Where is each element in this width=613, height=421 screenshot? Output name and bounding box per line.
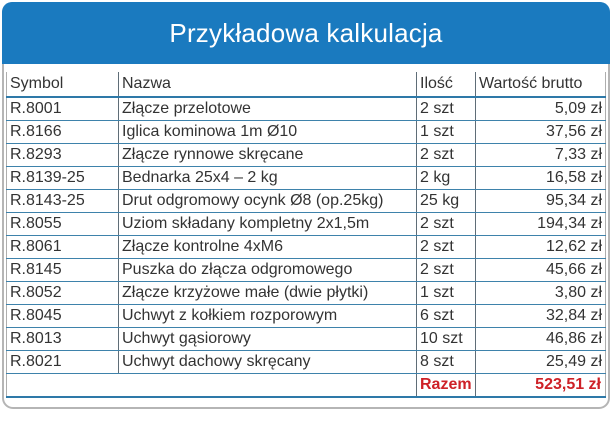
ilosc-cell: 1 szt	[416, 120, 476, 144]
wartosc-cell: 194,34 zł	[475, 212, 606, 236]
nazwa-cell: Złącze krzyżowe małe (dwie płytki)	[118, 281, 417, 305]
symbol-cell: R.8166	[6, 120, 119, 144]
ilosc-cell: 6 szt	[416, 304, 476, 328]
table-row: R.8052 Złącze krzyżowe małe (dwie płytki…	[6, 281, 606, 305]
summary-empty-cell	[6, 373, 417, 398]
wartosc-cell: 37,56 zł	[475, 120, 606, 144]
ilosc-cell: 2 szt	[416, 235, 476, 259]
symbol-cell: R.8052	[6, 281, 119, 305]
table-row: R.8045 Uchwyt z kołkiem rozporowym 6 szt…	[6, 304, 606, 328]
wartosc-cell: 45,66 zł	[475, 258, 606, 282]
wartosc-cell: 5,09 zł	[475, 97, 606, 121]
table-row: R.8166 Iglica kominowa 1m Ø10 1 szt 37,5…	[6, 120, 606, 144]
ilosc-cell: 2 szt	[416, 258, 476, 282]
symbol-cell: R.8139-25	[6, 166, 119, 190]
title-bar: Przykładowa kalkulacja	[2, 2, 610, 64]
nazwa-cell: Drut odgromowy ocynk Ø8 (op.25kg)	[118, 189, 417, 213]
wartosc-cell: 95,34 zł	[475, 189, 606, 213]
table-row: R.8061 Złącze kontrolne 4xM6 2 szt 12,62…	[6, 235, 606, 259]
nazwa-cell: Złącze kontrolne 4xM6	[118, 235, 417, 259]
symbol-cell: R.8293	[6, 143, 119, 167]
nazwa-cell: Uziom składany kompletny 2x1,5m	[118, 212, 417, 236]
calculation-panel: Przykładowa kalkulacja Symbol Nazwa Iloś…	[2, 2, 610, 409]
table-row: R.8293 Złącze rynnowe skręcane 2 szt 7,3…	[6, 143, 606, 167]
nazwa-cell: Puszka do złącza odgromowego	[118, 258, 417, 282]
symbol-cell: R.8045	[6, 304, 119, 328]
symbol-cell: R.8001	[6, 97, 119, 121]
ilosc-cell: 10 szt	[416, 327, 476, 351]
razem-label: Razem	[416, 373, 476, 398]
ilosc-cell: 2 szt	[416, 97, 476, 121]
nazwa-cell: Uchwyt gąsiorowy	[118, 327, 417, 351]
wartosc-cell: 25,49 zł	[475, 350, 606, 374]
nazwa-cell: Bednarka 25x4 – 2 kg	[118, 166, 417, 190]
table-row: R.8145 Puszka do złącza odgromowego 2 sz…	[6, 258, 606, 282]
ilosc-cell: 25 kg	[416, 189, 476, 213]
table-row: R.8013 Uchwyt gąsiorowy 10 szt 46,86 zł	[6, 327, 606, 351]
symbol-cell: R.8055	[6, 212, 119, 236]
column-header-nazwa: Nazwa	[118, 72, 417, 98]
symbol-cell: R.8013	[6, 327, 119, 351]
symbol-cell: R.8145	[6, 258, 119, 282]
ilosc-cell: 1 szt	[416, 281, 476, 305]
summary-row: Razem 523,51 zł	[6, 373, 606, 398]
ilosc-cell: 2 szt	[416, 212, 476, 236]
table-header-row: Symbol Nazwa Ilość Wartość brutto	[6, 72, 606, 98]
table-container: Symbol Nazwa Ilość Wartość brutto R.8001…	[4, 64, 608, 398]
table-row: R.8021 Uchwyt dachowy skręcany 8 szt 25,…	[6, 350, 606, 374]
wartosc-cell: 3,80 zł	[475, 281, 606, 305]
table-row: R.8143-25 Drut odgromowy ocynk Ø8 (op.25…	[6, 189, 606, 213]
table-row: R.8055 Uziom składany kompletny 2x1,5m 2…	[6, 212, 606, 236]
table-row: R.8139-25 Bednarka 25x4 – 2 kg 2 kg 16,5…	[6, 166, 606, 190]
table-row: R.8001 Złącze przelotowe 2 szt 5,09 zł	[6, 97, 606, 121]
wartosc-cell: 16,58 zł	[475, 166, 606, 190]
column-header-wartosc: Wartość brutto	[475, 72, 606, 98]
nazwa-cell: Uchwyt dachowy skręcany	[118, 350, 417, 374]
symbol-cell: R.8061	[6, 235, 119, 259]
ilosc-cell: 2 szt	[416, 143, 476, 167]
symbol-cell: R.8143-25	[6, 189, 119, 213]
nazwa-cell: Złącze rynnowe skręcane	[118, 143, 417, 167]
page-title: Przykładowa kalkulacja	[169, 17, 443, 48]
nazwa-cell: Złącze przelotowe	[118, 97, 417, 121]
column-header-symbol: Symbol	[6, 72, 119, 98]
razem-value: 523,51 zł	[475, 373, 606, 398]
wartosc-cell: 46,86 zł	[475, 327, 606, 351]
wartosc-cell: 32,84 zł	[475, 304, 606, 328]
ilosc-cell: 2 kg	[416, 166, 476, 190]
column-header-ilosc: Ilość	[416, 72, 476, 98]
wartosc-cell: 12,62 zł	[475, 235, 606, 259]
nazwa-cell: Uchwyt z kołkiem rozporowym	[118, 304, 417, 328]
nazwa-cell: Iglica kominowa 1m Ø10	[118, 120, 417, 144]
ilosc-cell: 8 szt	[416, 350, 476, 374]
symbol-cell: R.8021	[6, 350, 119, 374]
wartosc-cell: 7,33 zł	[475, 143, 606, 167]
calc-table: Symbol Nazwa Ilość Wartość brutto R.8001…	[6, 72, 606, 398]
